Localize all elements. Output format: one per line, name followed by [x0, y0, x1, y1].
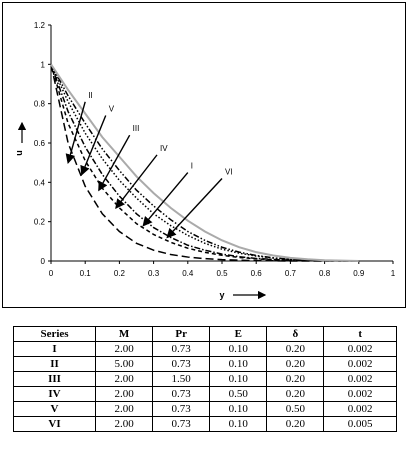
- table-cell: VI: [12, 416, 97, 432]
- table-cell: 0.002: [323, 401, 397, 417]
- y-tick-label: 0: [41, 257, 46, 266]
- table-cell: I: [12, 341, 97, 357]
- table-cell: 0.20: [266, 341, 325, 357]
- annotation-arrow-vi: [166, 177, 223, 239]
- x-tick-label: 0: [49, 269, 54, 278]
- table-row: IV 2.00 0.73 0.50 0.20 0.002: [12, 386, 397, 402]
- y-tick-label: 0.2: [34, 218, 46, 227]
- x-tick-label: 1: [391, 269, 396, 278]
- y-axis-label: u: [14, 150, 24, 156]
- table-cell: 0.20: [266, 386, 325, 402]
- annotation-arrow-iv: [115, 154, 158, 210]
- table-cell: 0.73: [152, 341, 211, 357]
- header-t: t: [323, 326, 397, 342]
- x-tick-label: 0.7: [285, 269, 297, 278]
- table-cell: 0.002: [323, 356, 397, 372]
- x-tick-label: 0.1: [80, 269, 92, 278]
- table-cell: 0.10: [209, 371, 268, 387]
- annotation-label-v: V: [109, 105, 115, 114]
- annotation-label-ii: II: [88, 91, 92, 100]
- x-tick-label: 0.5: [216, 269, 228, 278]
- table-row: V 2.00 0.73 0.10 0.50 0.002: [12, 401, 397, 417]
- table-cell: II: [12, 356, 97, 372]
- y-tick-label: 0.4: [34, 178, 46, 187]
- table-header-row: Series M Pr E δ t: [12, 326, 397, 342]
- y-tick-label: 0.6: [34, 139, 46, 148]
- y-tick-label: 1: [41, 60, 46, 69]
- series-line-ii: [50, 64, 359, 262]
- table-cell: 0.10: [209, 341, 268, 357]
- annotation-arrow-ii: [65, 101, 86, 165]
- header-series: Series: [12, 326, 97, 342]
- table-row: VI 2.00 0.73 0.10 0.20 0.005: [12, 416, 397, 432]
- table-cell: 0.10: [209, 401, 268, 417]
- table-cell: 1.50: [152, 371, 211, 387]
- table-row: II 5.00 0.73 0.10 0.20 0.002: [12, 356, 397, 372]
- annotation-label-iii: III: [133, 124, 140, 133]
- y-tick-label: 0.8: [34, 100, 46, 109]
- x-tick-label: 0.2: [114, 269, 126, 278]
- header-e: E: [209, 326, 268, 342]
- table-cell: 0.005: [323, 416, 397, 432]
- series-line-vi: [50, 63, 359, 262]
- header-m: M: [95, 326, 154, 342]
- table-cell: 0.73: [152, 386, 211, 402]
- table-cell: 0.002: [323, 341, 397, 357]
- table-row: I 2.00 0.73 0.10 0.20 0.002: [12, 341, 397, 357]
- y-tick-label: 1.2: [34, 21, 46, 30]
- table-cell: 0.73: [152, 356, 211, 372]
- table-row: III 2.00 1.50 0.10 0.20 0.002: [12, 371, 397, 387]
- x-tick-label: 0.9: [353, 269, 365, 278]
- table-cell: V: [12, 401, 97, 417]
- x-axis-label: y: [219, 290, 224, 300]
- x-tick-label: 0.8: [319, 269, 331, 278]
- table-cell: 0.73: [152, 401, 211, 417]
- table-cell: 0.10: [209, 356, 268, 372]
- table-cell: 0.002: [323, 371, 397, 387]
- x-tick-label: 0.4: [182, 269, 194, 278]
- annotation-arrow-v: [80, 115, 107, 176]
- annotation-label-vi: VI: [225, 167, 233, 176]
- annotation-arrow-iii: [98, 134, 131, 192]
- x-tick-label: 0.3: [148, 269, 160, 278]
- table-cell: 0.20: [266, 371, 325, 387]
- series-line-i: [50, 63, 359, 262]
- table-cell: 2.00: [95, 341, 154, 357]
- table-cell: 0.002: [323, 386, 397, 402]
- table-cell: IV: [12, 386, 97, 402]
- table-cell: 0.20: [266, 416, 325, 432]
- parameters-table: Series M Pr E δ t I 2.00 0.73 0.10 0.20 …: [12, 326, 397, 432]
- table-cell: 2.00: [95, 416, 154, 432]
- table-cell: 0.73: [152, 416, 211, 432]
- table-cell: 0.50: [209, 386, 268, 402]
- table-cell: III: [12, 371, 97, 387]
- table-cell: 0.20: [266, 356, 325, 372]
- table-cell: 0.50: [266, 401, 325, 417]
- header-delta: δ: [266, 326, 325, 342]
- table-cell: 2.00: [95, 371, 154, 387]
- header-pr: Pr: [152, 326, 211, 342]
- table-cell: 2.00: [95, 401, 154, 417]
- velocity-profile-chart: 0 0.2 0.4 0.6 0.8 1 1.2 0 0.1 0.2 0.3 0.4 0.5 0.6 0.7 0…: [14, 21, 396, 300]
- annotation-label-iv: IV: [160, 144, 168, 153]
- table-cell: 2.00: [95, 386, 154, 402]
- annotation-arrow-i: [142, 172, 189, 227]
- x-tick-label: 0.6: [251, 269, 263, 278]
- annotation-label-i: I: [191, 162, 193, 171]
- table-cell: 5.00: [95, 356, 154, 372]
- chart-frame: 0 0.2 0.4 0.6 0.8 1 1.2 0 0.1 0.2 0.3 0.4 0.5 0.6 0.7 0…: [2, 2, 406, 308]
- table-cell: 0.10: [209, 416, 268, 432]
